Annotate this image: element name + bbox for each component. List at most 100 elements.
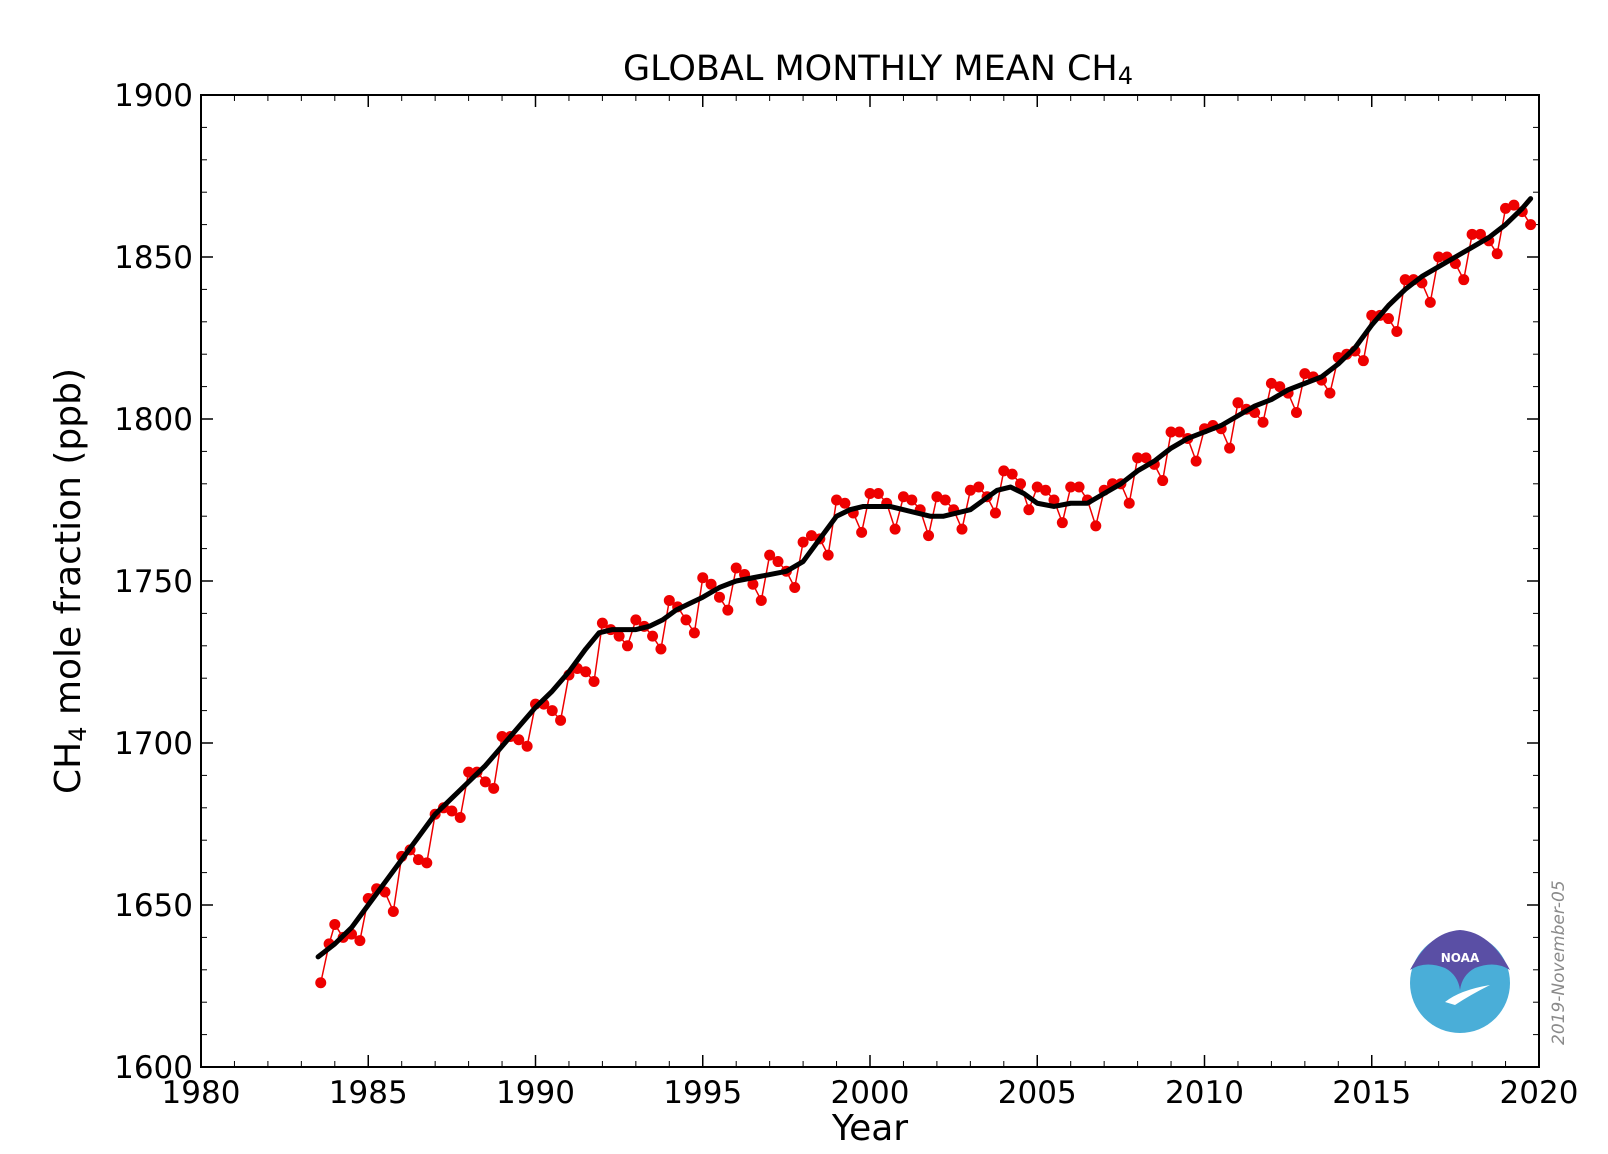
monthly-mean-point [1190,455,1202,467]
x-tick-label: 2000 [831,1075,910,1111]
monthly-mean-point [1274,381,1286,393]
y-tick-label: 1850 [114,240,193,276]
noaa-logo-bird [1445,985,1490,1005]
monthly-mean-point [697,572,709,584]
monthly-mean-point [454,812,466,824]
monthly-mean-point [1424,296,1436,308]
monthly-mean-point [1123,497,1135,509]
monthly-mean-point [354,935,366,947]
monthly-mean-point [939,494,951,506]
monthly-mean-point [1232,397,1244,409]
monthly-mean-point [488,782,500,794]
monthly-mean-point [897,491,909,503]
monthly-mean-point [446,805,458,817]
monthly-mean-point [789,581,801,593]
date-watermark: 2019-November-05 [1549,880,1569,1045]
monthly-mean-point [1508,199,1520,211]
monthly-mean-point [1474,228,1486,240]
y-tick-labels: 1600 1650 1700 1750 1800 1850 1900 [114,78,193,1086]
monthly-mean-point [621,640,633,652]
monthly-mean-point [580,666,592,678]
monthly-mean-point [463,766,475,778]
monthly-mean-point [596,617,608,629]
x-tick-label: 2010 [1165,1075,1244,1111]
chart-title-main: GLOBAL MONTHLY MEAN CH [623,49,1118,89]
monthly-mean-point [713,591,725,603]
y-tick-label: 1650 [114,888,193,924]
monthly-mean-point [1165,426,1177,438]
monthly-mean-point [1224,442,1236,454]
monthly-mean-point [1391,326,1403,338]
y-axis-label-suffix: mole fraction (ppb) [48,368,89,727]
monthly-mean-point [973,481,985,493]
monthly-mean-point [889,523,901,535]
monthly-mean-point [1382,313,1394,325]
monthly-mean-point [1324,387,1336,399]
x-tick-label: 2015 [1332,1075,1411,1111]
monthly-mean-point [1040,484,1052,496]
x-axis-label: Year [831,1108,908,1149]
monthly-mean-point [989,507,1001,519]
x-tick-labels: 1980 1985 1990 1995 2000 2005 2010 2015 2020 [162,1075,1579,1111]
x-tick-label: 1980 [162,1075,241,1111]
monthly-mean-point [906,494,918,506]
monthly-mean-point [1048,494,1060,506]
monthly-mean-point [613,630,625,642]
monthly-mean-point [555,714,567,726]
trend-line [315,196,1534,960]
monthly-mean-point [1491,248,1503,260]
monthly-mean-point [1458,274,1470,286]
monthly-mean-series [315,199,1537,989]
monthly-mean-point [412,854,424,866]
x-tick-label: 1985 [329,1075,408,1111]
chart-title: GLOBAL MONTHLY MEAN CH4 [623,49,1133,90]
y-tick-label: 1600 [114,1050,193,1086]
axis-ticks [200,94,1540,1068]
monthly-mean-point [663,594,675,606]
monthly-mean-point [521,740,533,752]
monthly-mean-point [998,465,1010,477]
monthly-mean-point [588,675,600,687]
x-tick-label: 1990 [496,1075,575,1111]
monthly-mean-point [1257,416,1269,428]
noaa-logo-bird-top [1410,930,1510,990]
monthly-mean-point [805,530,817,542]
y-axis-label-prefix: CH [48,742,89,794]
y-tick-label: 1800 [114,402,193,438]
monthly-mean-point [764,549,776,561]
monthly-mean-point [1023,504,1035,516]
monthly-mean-point [1132,452,1144,464]
monthly-mean-point [1056,517,1068,529]
y-axis-label: CH4 mole fraction (ppb) [48,368,92,794]
monthly-mean-point [964,484,976,496]
monthly-mean-point [822,549,834,561]
monthly-mean-point [956,523,968,535]
plot-frame [200,94,1540,1068]
monthly-mean-point [1500,202,1512,214]
trend-series [315,196,1534,960]
monthly-mean-point [864,488,876,500]
monthly-mean-point [1157,475,1169,487]
y-tick-label: 1750 [114,564,193,600]
monthly-mean-point [1090,520,1102,532]
monthly-mean-point [772,556,784,568]
monthly-mean-point [630,614,642,626]
monthly-mean-point [1357,355,1369,367]
monthly-mean-point [1265,377,1277,389]
y-axis-label-subscript: 4 [64,727,92,742]
monthly-mean-point [655,643,667,655]
noaa-logo-text: NOAA [1441,951,1480,965]
monthly-mean-point [1065,481,1077,493]
x-tick-label: 1995 [663,1075,742,1111]
chart-title-subscript: 4 [1118,62,1133,90]
monthly-mean-point [513,734,525,746]
monthly-mean-point [931,491,943,503]
monthly-mean-point [421,857,433,869]
noaa-logo: NOAA [1410,930,1510,1033]
monthly-mean-point [923,530,935,542]
monthly-mean-point [1433,251,1445,263]
monthly-mean-point [705,578,717,590]
monthly-mean-point [1399,274,1411,286]
x-tick-label: 2020 [1500,1075,1579,1111]
